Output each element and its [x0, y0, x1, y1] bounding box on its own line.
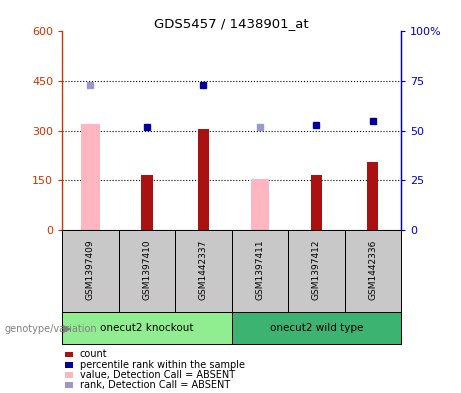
Bar	[141, 175, 153, 230]
Bar	[62, 230, 118, 312]
Bar	[82, 124, 100, 230]
Title: GDS5457 / 1438901_at: GDS5457 / 1438901_at	[154, 17, 309, 30]
Bar	[288, 230, 344, 312]
Bar	[251, 179, 269, 230]
Bar	[311, 175, 322, 230]
Text: percentile rank within the sample: percentile rank within the sample	[80, 360, 245, 370]
Text: value, Detection Call = ABSENT: value, Detection Call = ABSENT	[80, 370, 235, 380]
Bar	[198, 129, 209, 230]
Text: rank, Detection Call = ABSENT: rank, Detection Call = ABSENT	[80, 380, 230, 390]
Text: ▶: ▶	[63, 324, 71, 334]
Text: GSM1397412: GSM1397412	[312, 239, 321, 300]
Text: GSM1442336: GSM1442336	[368, 239, 378, 300]
Text: GSM1397411: GSM1397411	[255, 239, 265, 300]
Bar	[62, 312, 231, 344]
Bar	[367, 162, 378, 230]
Bar	[175, 230, 231, 312]
Bar	[231, 230, 288, 312]
Text: GSM1442337: GSM1442337	[199, 239, 208, 300]
Bar	[231, 312, 401, 344]
Text: genotype/variation: genotype/variation	[5, 324, 97, 334]
Bar	[344, 230, 401, 312]
Text: GSM1397409: GSM1397409	[86, 239, 95, 300]
Bar	[118, 230, 175, 312]
Text: count: count	[80, 349, 107, 360]
Text: onecut2 wild type: onecut2 wild type	[270, 323, 363, 333]
Text: onecut2 knockout: onecut2 knockout	[100, 323, 194, 333]
Text: GSM1397410: GSM1397410	[142, 239, 152, 300]
